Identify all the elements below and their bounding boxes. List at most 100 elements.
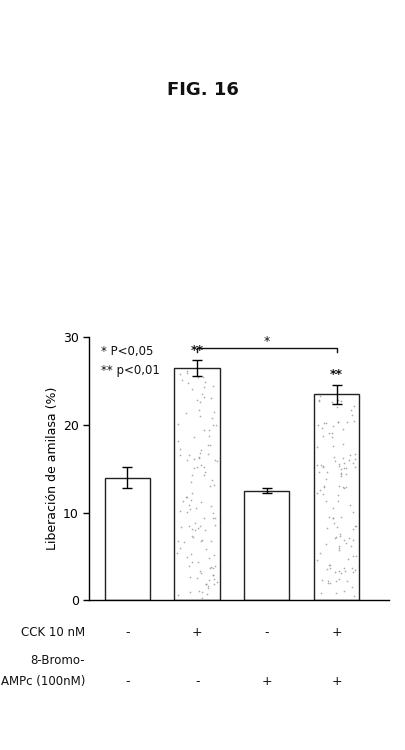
Point — [175, 435, 181, 447]
Point — [196, 410, 203, 422]
Point — [324, 522, 330, 534]
Point — [343, 538, 349, 550]
Point — [341, 463, 347, 475]
Point — [199, 370, 206, 382]
Point — [211, 479, 217, 491]
Point — [335, 416, 341, 428]
Text: -: - — [195, 675, 199, 688]
Point — [206, 424, 212, 436]
Point — [201, 424, 208, 436]
Point — [184, 365, 191, 377]
Point — [205, 580, 211, 592]
Point — [202, 578, 209, 590]
Text: FIG. 16: FIG. 16 — [166, 81, 239, 99]
Point — [335, 460, 342, 472]
Point — [330, 512, 336, 524]
Point — [189, 383, 196, 395]
Point — [208, 561, 215, 573]
Point — [184, 367, 191, 379]
Point — [321, 479, 327, 491]
Text: +: + — [262, 675, 272, 688]
Point — [318, 587, 324, 599]
Point — [338, 567, 344, 579]
Point — [343, 481, 349, 493]
Point — [336, 573, 343, 585]
Point — [351, 416, 358, 428]
Point — [209, 380, 216, 392]
Text: **: ** — [330, 368, 343, 381]
Point — [190, 531, 196, 543]
Point — [193, 503, 200, 515]
Point — [352, 520, 358, 532]
Point — [335, 489, 342, 501]
Point — [199, 592, 205, 604]
Point — [189, 487, 196, 499]
Point — [315, 394, 322, 406]
Point — [201, 391, 208, 403]
Text: ** p<0,01: ** p<0,01 — [101, 364, 160, 376]
Point — [331, 532, 338, 544]
Point — [314, 441, 321, 453]
Point — [207, 439, 213, 451]
Point — [196, 404, 202, 416]
Text: **: ** — [191, 344, 204, 357]
Text: 8-Bromo-: 8-Bromo- — [30, 654, 85, 667]
Bar — [105, 478, 150, 600]
Point — [329, 512, 336, 524]
Point — [326, 559, 333, 571]
Point — [200, 512, 207, 524]
Point — [326, 512, 333, 524]
Point — [352, 448, 358, 460]
Point — [350, 457, 356, 469]
Point — [177, 449, 183, 461]
Point — [186, 586, 193, 598]
Point — [211, 454, 218, 466]
Point — [335, 458, 342, 470]
Point — [211, 574, 217, 586]
Point — [207, 536, 214, 548]
Point — [336, 540, 342, 552]
Point — [340, 422, 347, 434]
Text: AMPc (100nM): AMPc (100nM) — [1, 675, 85, 688]
Point — [341, 585, 347, 597]
Point — [318, 422, 325, 434]
Point — [336, 542, 342, 554]
Point — [347, 404, 354, 416]
Point — [196, 452, 202, 464]
Point — [325, 575, 332, 587]
Point — [350, 566, 356, 578]
Point — [195, 523, 201, 535]
Point — [333, 587, 339, 599]
Point — [337, 511, 344, 523]
Point — [326, 562, 333, 574]
Point — [174, 548, 181, 560]
Point — [194, 461, 200, 473]
Point — [335, 566, 342, 578]
Point — [330, 440, 336, 452]
Point — [197, 566, 204, 578]
Point — [210, 507, 216, 519]
Point — [327, 560, 334, 572]
Point — [341, 482, 347, 494]
Y-axis label: Liberación de amilasa (%): Liberación de amilasa (%) — [46, 387, 59, 550]
Point — [337, 530, 344, 542]
Point — [184, 550, 190, 562]
Point — [208, 392, 214, 404]
Point — [191, 463, 197, 475]
Point — [188, 548, 194, 560]
Point — [344, 575, 351, 587]
Point — [198, 458, 205, 470]
Point — [196, 396, 203, 408]
Point — [196, 586, 202, 598]
Point — [343, 462, 349, 474]
Point — [212, 560, 219, 572]
Point — [206, 552, 212, 564]
Text: *: * — [264, 334, 270, 347]
Point — [202, 543, 209, 555]
Point — [324, 466, 330, 478]
Point — [184, 506, 190, 518]
Point — [320, 461, 326, 473]
Point — [323, 563, 330, 575]
Point — [322, 417, 329, 429]
Point — [186, 449, 192, 461]
